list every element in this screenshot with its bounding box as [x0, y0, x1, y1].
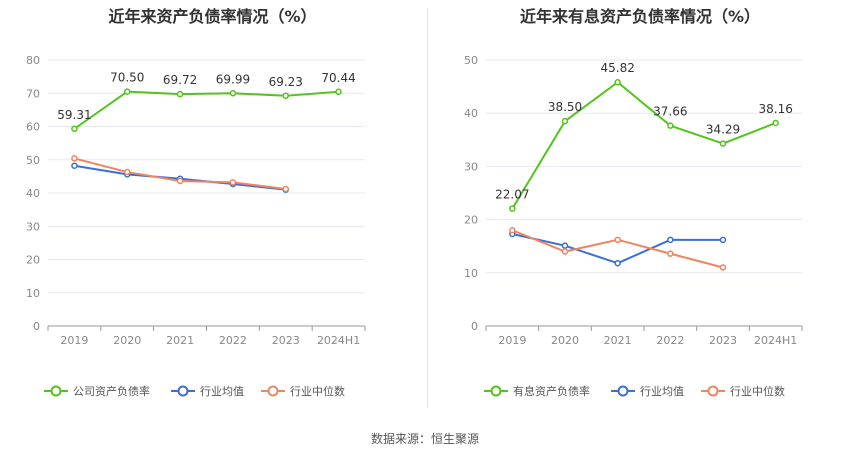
data-source-note: 数据来源：恒生聚源 [370, 432, 479, 446]
data-label: 69.72 [163, 73, 197, 87]
data-point[interactable] [176, 90, 184, 98]
data-point[interactable] [124, 88, 131, 95]
data-point[interactable] [667, 236, 674, 244]
y-tick-label: 20 [464, 214, 478, 227]
y-tick-label: 60 [26, 121, 40, 134]
y-tick-label: 0 [471, 320, 478, 333]
data-point[interactable] [614, 78, 621, 86]
data-point[interactable] [561, 117, 569, 125]
legend-item[interactable]: 行业均值 [611, 385, 684, 398]
legend-marker-icon [50, 385, 62, 397]
data-point[interactable] [614, 259, 621, 267]
x-tick-label: 2024H1 [754, 334, 797, 347]
legend-item[interactable]: 公司资产负债率 [44, 384, 150, 398]
data-label: 22.07 [495, 188, 529, 202]
legend-item[interactable]: 行业中位数 [261, 384, 345, 398]
legend-marker-icon [177, 385, 189, 397]
series-line [511, 80, 777, 210]
chart-title: 近年来有息资产负债率情况（%） [519, 7, 761, 26]
data-point[interactable] [719, 140, 727, 147]
data-point[interactable] [509, 226, 516, 234]
x-tick-label: 2021 [604, 334, 632, 347]
x-tick-label: 2019 [498, 334, 526, 347]
y-tick-label: 70 [26, 87, 40, 100]
y-tick-label: 20 [26, 254, 40, 267]
data-point[interactable] [772, 119, 779, 127]
line-chart-interest-bearing: 0 10 20 30 40 50 2019 2020 2021 2022 2023 2024H1 22.… [464, 54, 803, 398]
y-tick-label: 0 [33, 320, 40, 333]
data-point[interactable] [667, 250, 674, 257]
line-chart-asset-liability: 0 10 20 30 40 50 60 70 80 2019 2020 2021 2022 2023 202… [26, 54, 366, 398]
x-tick-label: 2021 [166, 334, 194, 347]
x-tick-label: 2019 [60, 334, 88, 347]
x-tick-label: 2020 [551, 334, 579, 347]
legend-item[interactable]: 行业均值 [171, 385, 244, 398]
data-point[interactable] [229, 90, 237, 97]
data-point[interactable] [614, 236, 621, 244]
y-tick-label: 80 [26, 54, 40, 67]
data-point[interactable] [719, 236, 727, 244]
legend-label: 行业均值 [200, 385, 244, 398]
y-tick-label: 10 [26, 287, 40, 300]
data-point[interactable] [229, 179, 237, 186]
data-point[interactable] [561, 242, 569, 249]
series-line [74, 157, 286, 191]
x-tick-label: 2022 [656, 334, 684, 347]
data-point[interactable] [667, 122, 674, 129]
y-tick-label: 30 [464, 160, 478, 173]
legend-marker-icon [617, 385, 629, 397]
legend-label: 行业均值 [640, 385, 684, 398]
data-point[interactable] [71, 162, 78, 169]
data-label: 34.29 [706, 123, 740, 137]
legend-label: 公司资产负债率 [73, 384, 150, 398]
data-point[interactable] [124, 168, 131, 176]
y-tick-label: 50 [464, 54, 478, 67]
legend-label: 行业中位数 [290, 384, 345, 398]
data-label: 37.66 [653, 105, 687, 119]
data-point[interactable] [71, 155, 78, 162]
data-label: 59.31 [57, 108, 91, 122]
y-tick-label: 40 [26, 187, 40, 200]
data-point[interactable] [282, 92, 289, 100]
chart-panel-interest-bearing: 近年来有息资产负债率情况（%） 0 10 20 30 40 50 2019 2020 2021 2… [430, 0, 850, 420]
data-point[interactable] [719, 264, 727, 271]
x-tick-label: 2024H1 [317, 334, 360, 347]
y-tick-label: 50 [26, 154, 40, 167]
legend-marker-icon [490, 385, 502, 397]
data-label: 45.82 [600, 61, 634, 75]
x-tick-label: 2020 [113, 334, 141, 347]
data-point[interactable] [176, 177, 184, 185]
data-label: 70.44 [321, 71, 355, 85]
legend-item[interactable]: 行业中位数 [701, 384, 785, 398]
series-line [73, 90, 339, 130]
data-point[interactable] [509, 205, 516, 212]
data-label: 70.50 [110, 71, 144, 85]
x-tick-label: 2022 [219, 334, 247, 347]
x-tick-label: 2023 [709, 334, 737, 347]
chart-panel-asset-liability: 近年来资产负债率情况（%） 0 10 20 30 40 50 60 70 80 2019 2020 2… [0, 0, 425, 420]
x-tick-label: 2023 [272, 334, 300, 347]
legend-label: 行业中位数 [730, 384, 785, 398]
legend-item[interactable]: 有息资产负债率 [484, 384, 590, 398]
legend-label: 有息资产负债率 [513, 384, 590, 398]
data-point[interactable] [71, 125, 78, 133]
panel-divider [427, 8, 428, 408]
data-point[interactable] [282, 185, 289, 193]
legend-marker-icon [267, 385, 279, 397]
data-label: 38.16 [758, 102, 792, 116]
data-label: 69.99 [216, 72, 250, 86]
y-tick-label: 10 [464, 267, 478, 280]
chart-title: 近年来资产负债率情况（%） [108, 7, 317, 26]
y-tick-label: 40 [464, 107, 478, 120]
y-tick-label: 30 [26, 220, 40, 233]
data-label: 69.23 [269, 75, 303, 89]
data-point[interactable] [335, 88, 342, 96]
legend-marker-icon [707, 385, 719, 397]
data-label: 38.50 [548, 100, 582, 114]
data-point[interactable] [561, 248, 569, 255]
